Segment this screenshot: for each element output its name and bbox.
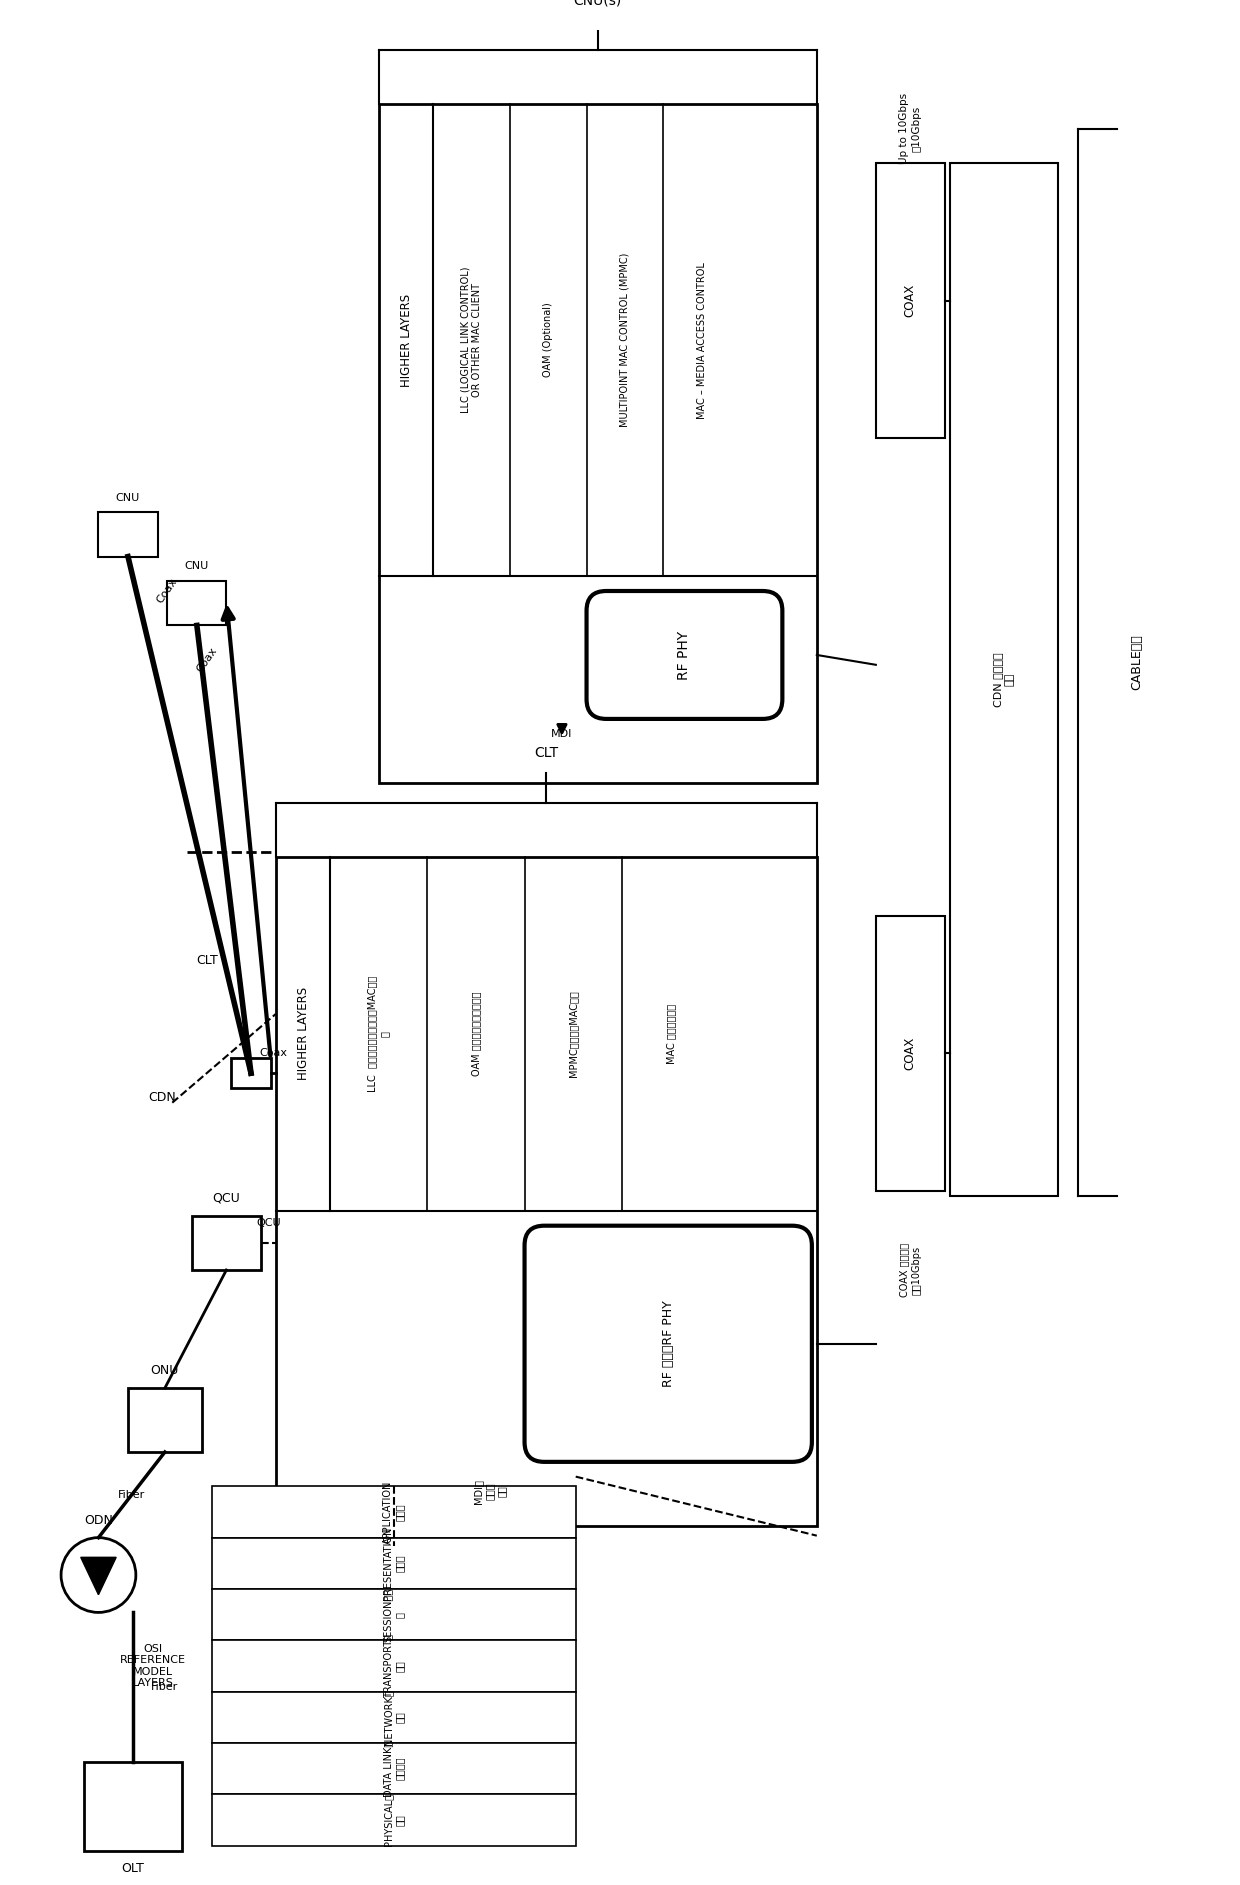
Bar xyxy=(212,1487,575,1538)
Text: CNU: CNU xyxy=(115,492,140,503)
Text: Coax: Coax xyxy=(259,1048,288,1059)
Bar xyxy=(212,1795,575,1845)
Text: Fiber: Fiber xyxy=(118,1489,145,1500)
Text: RF 物理层RF PHY: RF 物理层RF PHY xyxy=(662,1301,675,1387)
Text: MAC – MEDIA ACCESS CONTROL: MAC – MEDIA ACCESS CONTROL xyxy=(697,262,707,418)
Text: CLT: CLT xyxy=(534,746,558,760)
Bar xyxy=(192,1216,260,1270)
Text: LLC  逻辑链路控制或者其他MAC客户
端: LLC 逻辑链路控制或者其他MAC客户 端 xyxy=(367,976,389,1091)
Text: Up to 10Gbps
达10Gbps: Up to 10Gbps 达10Gbps xyxy=(899,92,921,164)
Text: HIGHER LAYERS: HIGHER LAYERS xyxy=(296,988,310,1080)
Text: CDN: CDN xyxy=(149,1091,176,1105)
Text: MDI介
质相关
接口: MDI介 质相关 接口 xyxy=(474,1480,507,1504)
Text: QCU: QCU xyxy=(212,1191,241,1205)
Text: LLC (LOGICAL LINK CONTROL)
OR OTHER MAC CLIENT: LLC (LOGICAL LINK CONTROL) OR OTHER MAC … xyxy=(460,268,482,413)
Text: MAC 媒介访问控制: MAC 媒介访问控制 xyxy=(666,1003,676,1063)
Bar xyxy=(950,162,1058,1197)
Text: TRANSPORT传
输层: TRANSPORT传 输层 xyxy=(383,1634,404,1698)
Bar xyxy=(84,1762,182,1851)
Text: OSI
REFERENCE
MODEL
LAYERS: OSI REFERENCE MODEL LAYERS xyxy=(119,1644,186,1689)
Bar xyxy=(167,581,227,626)
Text: OAM (Optional): OAM (Optional) xyxy=(543,303,553,377)
Text: CABLE介质: CABLE介质 xyxy=(1130,635,1143,690)
Text: NETWORK网
络层: NETWORK网 络层 xyxy=(383,1689,404,1746)
Text: OLT: OLT xyxy=(122,1862,144,1876)
Text: RF PHY: RF PHY xyxy=(677,630,692,679)
Text: HIGHER LAYERS: HIGHER LAYERS xyxy=(401,294,413,386)
Text: COAX: COAX xyxy=(904,285,916,317)
Text: CNU: CNU xyxy=(185,562,210,571)
FancyBboxPatch shape xyxy=(525,1225,812,1463)
Text: QCU: QCU xyxy=(255,1218,280,1229)
Text: PHYSICAL物
理层: PHYSICAL物 理层 xyxy=(383,1793,404,1847)
Text: MULTIPOINT MAC CONTROL (MPMC): MULTIPOINT MAC CONTROL (MPMC) xyxy=(620,253,630,428)
Bar xyxy=(275,856,817,1525)
Bar xyxy=(379,104,817,782)
Text: Fiber: Fiber xyxy=(150,1681,177,1693)
Text: Coax: Coax xyxy=(195,645,218,675)
Bar xyxy=(212,1589,575,1640)
Bar xyxy=(875,162,945,439)
Bar xyxy=(98,513,157,556)
Text: OAM 操作维护管理（可选）: OAM 操作维护管理（可选） xyxy=(471,992,481,1076)
Text: APPLICATION
应用层: APPLICATION 应用层 xyxy=(383,1480,404,1544)
Text: MDI: MDI xyxy=(552,729,573,739)
Bar xyxy=(212,1640,575,1691)
Text: CNU(s): CNU(s) xyxy=(574,0,622,8)
Text: DATA LINK数
据链路层: DATA LINK数 据链路层 xyxy=(383,1740,404,1796)
Polygon shape xyxy=(81,1557,117,1595)
Text: COAX 同轴电缆
可达10Gbps: COAX 同轴电缆 可达10Gbps xyxy=(899,1242,921,1297)
Text: CLT: CLT xyxy=(196,954,217,967)
Bar xyxy=(128,1387,202,1451)
Text: ODN: ODN xyxy=(84,1514,113,1527)
Bar xyxy=(212,1744,575,1795)
Text: Coax: Coax xyxy=(155,577,180,605)
Text: COAX: COAX xyxy=(904,1037,916,1071)
Bar xyxy=(232,1057,270,1088)
Bar xyxy=(212,1538,575,1589)
Bar xyxy=(212,1691,575,1744)
Bar xyxy=(875,916,945,1191)
Text: SESSION会话
层: SESSION会话 层 xyxy=(383,1587,404,1642)
Text: MPMC多点访问MAC控制: MPMC多点访问MAC控制 xyxy=(568,990,578,1076)
Text: ONU: ONU xyxy=(151,1365,179,1376)
Text: PRESENTATION
表示层: PRESENTATION 表示层 xyxy=(383,1527,404,1600)
Text: CDN 同轴分配
网络: CDN 同轴分配 网络 xyxy=(993,652,1014,707)
FancyBboxPatch shape xyxy=(587,592,782,718)
